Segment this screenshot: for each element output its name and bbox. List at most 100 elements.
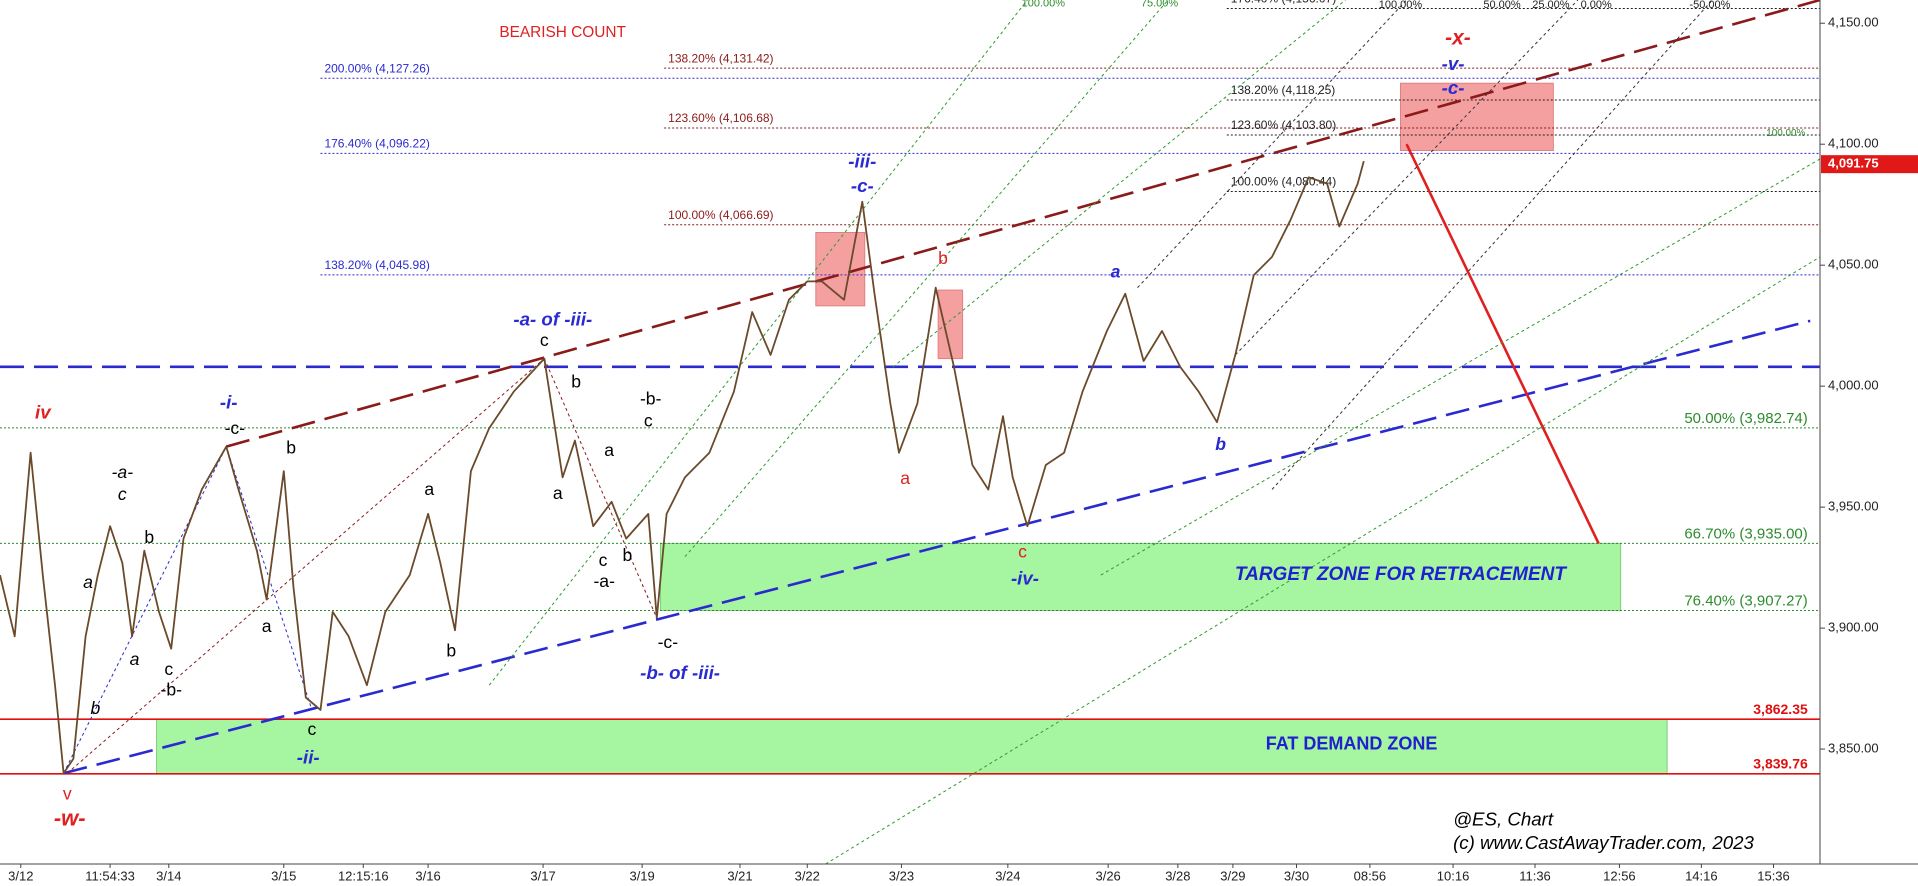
annotation: a xyxy=(604,440,614,460)
x-tick-label: 3/28 xyxy=(1165,868,1190,883)
level-label: 3,862.35 xyxy=(1753,701,1808,717)
x-tick-label: 08:56 xyxy=(1354,868,1387,883)
x-tick-label: 3/24 xyxy=(995,868,1020,883)
annotation: BEARISH COUNT xyxy=(499,24,626,41)
annotation: 100.00% xyxy=(1766,128,1805,139)
trend-line xyxy=(225,0,1821,448)
last-price-label: 4,091.75 xyxy=(1828,156,1879,171)
annotation: @ES, Chart xyxy=(1453,809,1554,830)
x-tick-label: 3/26 xyxy=(1095,868,1120,883)
x-tick-label: 15:36 xyxy=(1757,868,1790,883)
level-label: 138.20% (4,118.25) xyxy=(1231,83,1336,97)
level-label: 50.00% (3,982.74) xyxy=(1684,410,1807,427)
x-tick-label: 3/29 xyxy=(1220,868,1245,883)
annotation: -50.00% xyxy=(1689,0,1730,11)
x-tick-label: 11:54:33 xyxy=(85,868,135,883)
level-label: 123.60% (4,103.80) xyxy=(1231,118,1336,132)
x-tick-label: 3/15 xyxy=(271,868,296,883)
trend-line xyxy=(1234,0,1579,356)
annotation: v xyxy=(63,784,72,804)
annotation: -b- xyxy=(160,680,182,700)
annotation: (c) www.CastAwayTrader.com, 2023 xyxy=(1453,832,1754,853)
annotation: iv xyxy=(35,401,52,422)
annotation: a xyxy=(262,616,272,636)
x-tick-label: 3/14 xyxy=(156,868,181,883)
annotation: -iii- xyxy=(848,151,876,172)
annotation: b xyxy=(571,371,581,391)
trend-line xyxy=(684,0,1169,558)
annotation: a xyxy=(130,649,140,669)
annotation: -a- xyxy=(593,571,615,591)
zone xyxy=(1399,82,1554,151)
x-tick-label: 14:16 xyxy=(1685,868,1718,883)
annotation: b xyxy=(446,641,456,661)
trend-line xyxy=(543,358,658,619)
trend-line xyxy=(488,0,1028,686)
level-label: 100.00% (4,066.69) xyxy=(668,208,773,222)
x-tick-label: 3/16 xyxy=(415,868,440,883)
annotation: -a- of -iii- xyxy=(513,308,592,329)
x-tick-label: 12:15:16 xyxy=(338,868,389,883)
annotation: a xyxy=(553,483,563,503)
level-label: 176.40% (4,156.07) xyxy=(1231,0,1336,6)
x-tick-label: 10:16 xyxy=(1437,868,1470,883)
trend-line xyxy=(1100,158,1821,576)
annotation: c xyxy=(307,719,316,739)
y-tick-label: 4,150.00 xyxy=(1828,15,1879,30)
annotation: b xyxy=(623,545,633,565)
x-tick-label: 12:56 xyxy=(1603,868,1636,883)
level-label: 138.20% (4,045.98) xyxy=(324,258,429,272)
trend-line xyxy=(63,319,1811,775)
y-tick-label: 4,050.00 xyxy=(1828,257,1879,272)
annotation: -c- xyxy=(658,632,679,652)
price-line xyxy=(0,160,1365,775)
annotation: -a- xyxy=(112,462,134,482)
annotation: c xyxy=(540,330,549,350)
annotation: -x- xyxy=(1445,27,1471,50)
annotation: -w- xyxy=(54,805,86,830)
x-tick-label: 3/30 xyxy=(1284,868,1309,883)
annotation: a xyxy=(83,572,93,592)
trend-line xyxy=(825,256,1821,865)
annotation: b xyxy=(1215,434,1226,454)
level-label: 66.70% (3,935.00) xyxy=(1684,525,1807,542)
annotation: c xyxy=(1018,542,1027,562)
zone xyxy=(659,542,1622,612)
annotation: -ii- xyxy=(297,746,320,767)
level-label: 3,839.76 xyxy=(1753,756,1808,772)
annotation: -i- xyxy=(220,392,238,413)
x-tick-label: 3/12 xyxy=(8,868,33,883)
annotation: -c- xyxy=(851,175,874,196)
annotation: c xyxy=(644,411,653,431)
level-label: 76.40% (3,907.27) xyxy=(1684,592,1807,609)
annotation: a xyxy=(900,468,910,488)
annotation: a xyxy=(1111,261,1121,281)
zone-label: FAT DEMAND ZONE xyxy=(1266,734,1438,754)
zone xyxy=(156,718,1668,775)
trend-line xyxy=(892,0,1346,368)
x-tick-label: 3/23 xyxy=(889,868,914,883)
trend-line xyxy=(1405,143,1600,544)
x-tick-label: 3/17 xyxy=(530,868,555,883)
trend-line xyxy=(1271,0,1713,490)
annotation: 75.00% xyxy=(1141,0,1179,10)
zone-label: TARGET ZONE FOR RETRACEMENT xyxy=(1235,564,1567,585)
trend-line xyxy=(63,446,227,774)
annotation: b xyxy=(938,248,948,268)
annotation: c xyxy=(599,550,608,570)
zone xyxy=(937,289,964,360)
annotation: c xyxy=(118,484,127,504)
annotation: b xyxy=(91,698,101,718)
annotation: b xyxy=(286,438,296,458)
y-tick-label: 4,000.00 xyxy=(1828,378,1879,393)
annotation: c xyxy=(164,659,173,679)
annotation: -b- xyxy=(640,389,662,409)
x-tick-label: 3/22 xyxy=(795,868,820,883)
level-label: 123.60% (4,106.68) xyxy=(668,111,773,125)
annotation: 25.00% xyxy=(1532,0,1570,11)
annotation: a xyxy=(424,479,434,499)
x-tick-label: 3/19 xyxy=(629,868,654,883)
annotation: b xyxy=(144,527,154,547)
